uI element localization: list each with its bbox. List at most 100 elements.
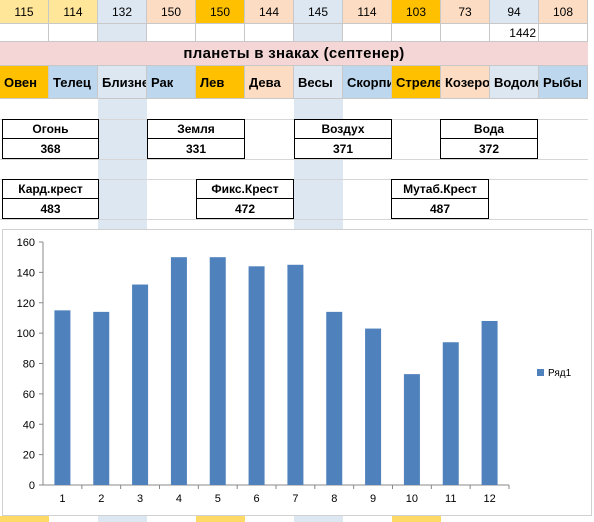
zodiac-sign-cell[interactable]: Овен: [0, 66, 49, 99]
x-tick-label: 9: [370, 493, 376, 505]
sheet-title: планеты в знаках (септенер): [183, 45, 405, 62]
x-tick-label: 11: [445, 493, 456, 505]
planet-count-cell[interactable]: 103: [392, 0, 441, 24]
bar: [365, 328, 382, 485]
element-label: Огонь: [3, 120, 98, 139]
cross-value: 487: [429, 201, 451, 216]
y-tick-label: 120: [17, 298, 35, 310]
bar: [442, 342, 459, 485]
planet-count-cell[interactable]: 150: [196, 0, 245, 24]
y-tick-label: 20: [23, 450, 35, 462]
planet-count-cell[interactable]: 108: [539, 0, 588, 24]
y-tick-label: 160: [17, 237, 35, 249]
zodiac-sign-cell[interactable]: Водолей: [490, 66, 539, 99]
x-tick-label: 6: [254, 493, 260, 505]
grid-cell[interactable]: [98, 24, 147, 42]
zodiac-sign-cell[interactable]: Козерог: [441, 66, 490, 99]
x-tick-label: 7: [292, 493, 298, 505]
element-box-earth: Земля 331: [147, 119, 245, 159]
grid-cell[interactable]: [49, 24, 98, 42]
x-tick-label: 10: [406, 493, 418, 505]
y-tick-label: 60: [23, 389, 35, 401]
planet-count-cell[interactable]: 150: [147, 0, 196, 24]
x-tick-label: 3: [137, 493, 143, 505]
planet-count-row: 115 114 132 150 150 144 145 114 103 73 94 108: [0, 0, 588, 24]
y-tick-label: 40: [23, 419, 35, 431]
title-row: планеты в знаках (септенер): [0, 42, 588, 66]
y-tick-label: 80: [23, 359, 35, 371]
zodiac-sign-cell[interactable]: Рыбы: [539, 66, 588, 99]
zodiac-sign-cell[interactable]: Лев: [196, 66, 245, 99]
x-tick-label: 5: [215, 493, 221, 505]
y-tick-label: 0: [29, 480, 35, 492]
element-box-water: Вода 372: [440, 119, 538, 159]
planet-count-cell[interactable]: 114: [49, 0, 98, 24]
bar: [132, 284, 149, 485]
element-value: 371: [332, 141, 354, 156]
grid-cell[interactable]: [196, 24, 245, 42]
bar: [209, 257, 226, 485]
bar: [170, 257, 187, 485]
zodiac-sign-cell[interactable]: Скорпион: [343, 66, 392, 99]
x-tick-label: 4: [176, 493, 182, 505]
bar: [93, 311, 110, 485]
element-label: Воздух: [295, 120, 391, 139]
element-label: Вода: [441, 120, 537, 139]
grid-cell[interactable]: [392, 24, 441, 42]
total-row: 1442: [0, 24, 588, 42]
bar: [326, 311, 343, 485]
bar: [248, 266, 265, 485]
planet-count-cell[interactable]: 132: [98, 0, 147, 24]
cross-label: Фикс.Крест: [197, 180, 293, 199]
legend-swatch: [537, 369, 544, 376]
element-box-fire: Огонь 368: [2, 119, 99, 159]
total-value: 1442: [509, 25, 536, 40]
y-tick-label: 100: [17, 328, 35, 340]
planet-count-cell[interactable]: 114: [343, 0, 392, 24]
x-tick-label: 2: [98, 493, 104, 505]
planet-count-cell[interactable]: 94: [490, 0, 539, 24]
zodiac-sign-cell[interactable]: Рак: [147, 66, 196, 99]
chart-area[interactable]: 0 20 40 60 80 100 120 140 160 1 2 3 4 5 6 7 8 9 10 11 12 Ряд1: [2, 229, 592, 516]
grid-cell[interactable]: [147, 24, 196, 42]
zodiac-sign-row: ОвенТелецБлизнецыРакЛевДеваВесыСкорпионС…: [0, 66, 588, 99]
grid-cell[interactable]: [441, 24, 490, 42]
grid-cell[interactable]: [0, 24, 49, 42]
grid-cell[interactable]: [539, 24, 588, 42]
element-value: 331: [185, 141, 207, 156]
grid-cell[interactable]: 1442: [490, 24, 539, 42]
cross-box-mutable: Мутаб.Крест 487: [391, 179, 489, 219]
zodiac-sign-cell[interactable]: Близнецы: [98, 66, 147, 99]
grid-cell[interactable]: [294, 24, 343, 42]
bottom-strip: [0, 516, 594, 522]
cross-value: 472: [234, 201, 256, 216]
bar: [403, 374, 420, 485]
cross-box-cardinal: Кард.крест 483: [2, 179, 99, 219]
x-tick-label: 1: [59, 493, 65, 505]
element-value: 372: [478, 141, 500, 156]
x-tick-label: 12: [483, 493, 495, 505]
cross-label: Кард.крест: [3, 180, 98, 199]
y-tick-label: 140: [17, 267, 35, 279]
zodiac-sign-cell[interactable]: Стрелец: [392, 66, 441, 99]
planet-count-cell[interactable]: 115: [0, 0, 49, 24]
element-box-air: Воздух 371: [294, 119, 392, 159]
bar: [54, 310, 71, 485]
grid-cell[interactable]: [245, 24, 294, 42]
cross-label: Мутаб.Крест: [392, 180, 488, 199]
element-label: Земля: [148, 120, 244, 139]
cross-value: 483: [40, 201, 61, 216]
zodiac-sign-cell[interactable]: Весы: [294, 66, 343, 99]
zodiac-sign-cell[interactable]: Дева: [245, 66, 294, 99]
x-tick-label: 8: [331, 493, 337, 505]
legend-label: Ряд1: [548, 368, 572, 379]
planet-count-cell[interactable]: 144: [245, 0, 294, 24]
planet-count-cell[interactable]: 73: [441, 0, 490, 24]
bar: [481, 320, 498, 485]
zodiac-sign-cell[interactable]: Телец: [49, 66, 98, 99]
cross-box-fixed: Фикс.Крест 472: [196, 179, 294, 219]
planet-count-cell[interactable]: 145: [294, 0, 343, 24]
grid-cell[interactable]: [343, 24, 392, 42]
